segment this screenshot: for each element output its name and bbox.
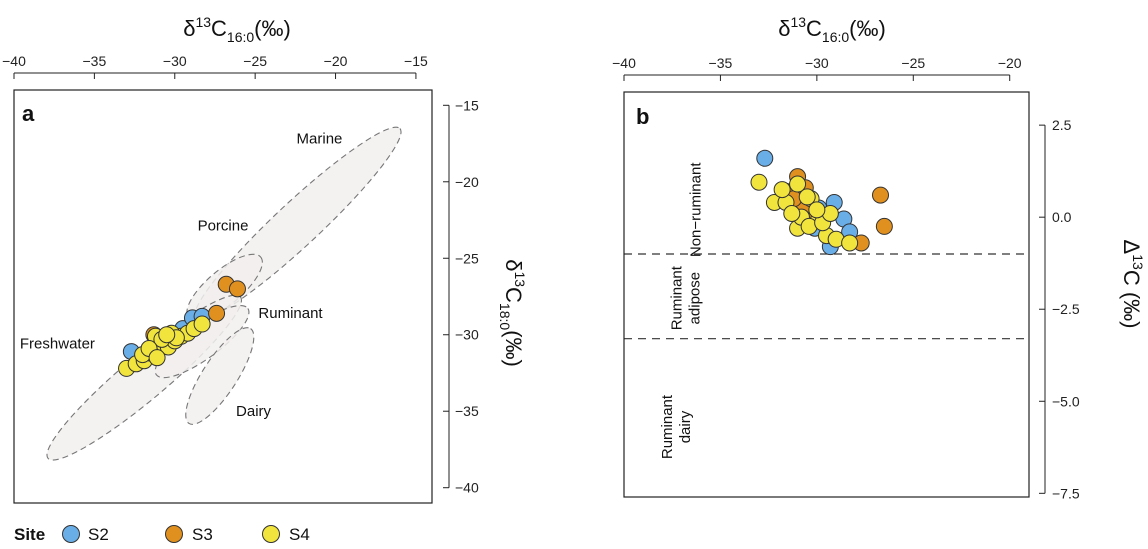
point-a-s3-1 (228, 280, 246, 298)
panel-b-region-label-2: Ruminantdairy (659, 394, 694, 459)
panel-a-x-tick-label: −30 (163, 53, 187, 69)
panel-b-x-tick-label: −25 (901, 55, 925, 71)
panel-b-x-tick-label: −40 (612, 55, 636, 71)
point-b-s4-13 (789, 175, 807, 193)
region-label-marine: Marine (297, 131, 343, 148)
legend-marker-s3 (165, 525, 183, 543)
point-a-s4-18 (148, 349, 166, 367)
panel-a: δ13C16:0(‰) δ13C18:0(‰) Marine Porcine Fre… (2, 14, 528, 504)
panel-b-x-title: δ13C16:0(‰) (778, 14, 886, 45)
panel-a-x-title: δ13C16:0(‰) (183, 14, 291, 45)
point-a-s4-11 (193, 315, 211, 333)
point-a-s4-19 (158, 326, 176, 344)
panel-a-x-tick-label: −20 (324, 53, 348, 69)
legend-label-s3: S3 (192, 525, 213, 544)
legend-title: Site (14, 525, 45, 544)
point-b-s3-1 (875, 217, 893, 235)
region-label-porcine: Porcine (198, 218, 249, 235)
region-ellipse-dairy (185, 327, 255, 425)
panel-b-x-tick-label: −20 (998, 55, 1022, 71)
panel-b-region-label-line: adipose (687, 272, 704, 325)
legend-label-s4: S4 (289, 525, 310, 544)
panel-a-y-tick-label: −35 (455, 403, 479, 419)
panel-b-y-tick-label: −5.0 (1052, 393, 1080, 409)
region-ellipse-ruminant (154, 305, 250, 379)
panel-b-y-tick-label: 0.0 (1052, 209, 1072, 225)
panel-b-region-label-line: Ruminant (659, 394, 676, 459)
region-label-ruminant: Ruminant (258, 305, 323, 322)
panel-b-y-tick-label: −2.5 (1052, 301, 1080, 317)
legend: Site S2 S3 S4 (14, 525, 310, 544)
panel-b-region-label-line: Ruminant (669, 265, 686, 330)
panel-a-y-title: δ13C18:0(‰) (497, 259, 528, 367)
panel-a-x-tick-label: −15 (404, 53, 428, 69)
point-b-s4-9 (841, 234, 859, 252)
panel-a-y-tick-label: −15 (455, 97, 479, 113)
panel-a-y-tick-label: −25 (455, 250, 479, 266)
point-b-s4-16 (773, 181, 791, 199)
panel-b-x-tick-label: −35 (709, 55, 733, 71)
point-b-s2-0 (756, 149, 774, 167)
panel-a-y-tick-label: −20 (455, 174, 479, 190)
point-b-s3-0 (872, 186, 889, 204)
point-b-s4-0 (750, 173, 768, 191)
panel-b: δ13C16:0(‰) Δ13C (‰) Non−ruminantRuminan… (612, 14, 1146, 501)
panel-b-y-tick-label: −7.5 (1052, 485, 1080, 501)
panel-b-y-title: Δ13C (‰) (1119, 240, 1146, 329)
panel-a-x-tick-label: −35 (83, 53, 107, 69)
panel-a-y-tick-label: −40 (455, 480, 479, 496)
panel-a-x-tick-label: −40 (2, 53, 26, 69)
panel-a-plot-frame (13, 89, 433, 504)
legend-label-s2: S2 (88, 525, 109, 544)
panel-b-x-tick-label: −30 (805, 55, 829, 71)
panel-b-label: b (636, 104, 649, 129)
legend-marker-s2 (62, 525, 80, 543)
panel-b-y-tick-label: 2.5 (1052, 117, 1072, 133)
point-b-s4-17 (808, 201, 826, 219)
panel-b-region-label-1: Ruminantadipose (669, 265, 704, 330)
point-a-s3-2 (208, 304, 226, 322)
panel-a-x-tick-label: −25 (243, 53, 267, 69)
legend-marker-s4 (262, 525, 280, 543)
region-label-freshwater: Freshwater (20, 336, 95, 353)
panel-a-label: a (22, 101, 35, 126)
region-label-dairy: Dairy (236, 403, 272, 420)
panel-b-region-label-0: Non−ruminant (687, 162, 704, 257)
panel-a-y-tick-label: −30 (455, 327, 479, 343)
point-b-s4-14 (798, 188, 816, 206)
point-b-s4-10 (783, 205, 801, 222)
panel-b-plot-frame (623, 91, 1030, 498)
panel-b-region-label-line: dairy (677, 410, 694, 443)
panel-b-region-label-line: Non−ruminant (687, 162, 704, 257)
